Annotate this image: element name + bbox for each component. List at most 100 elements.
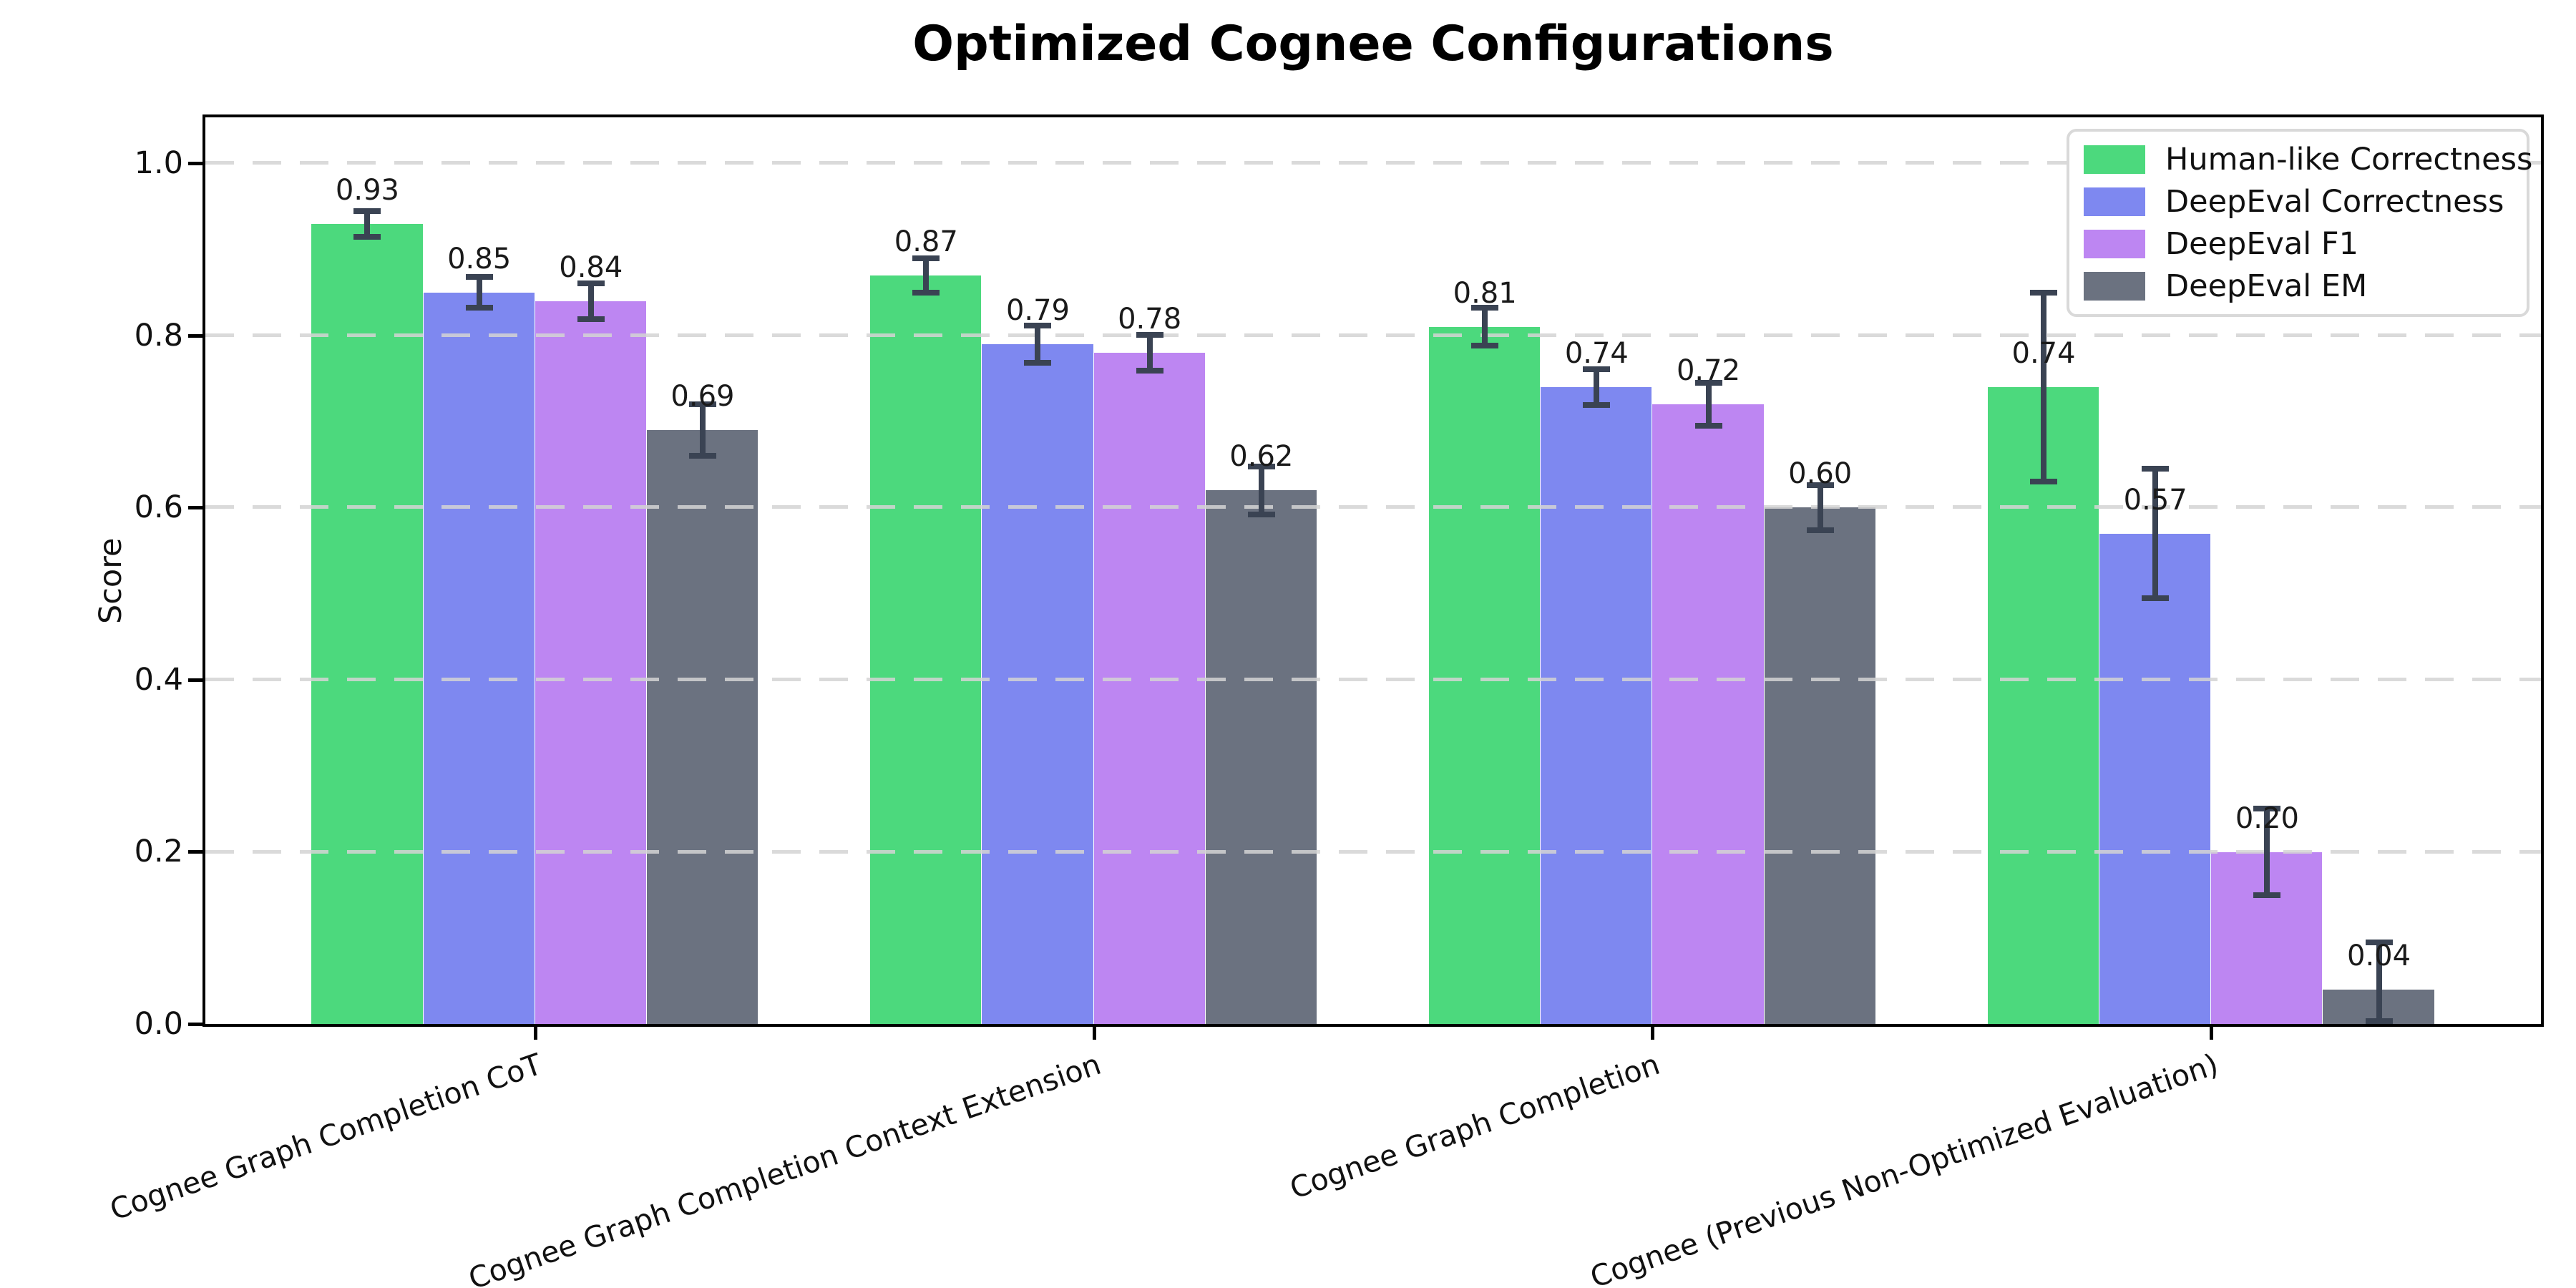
error-bar	[476, 277, 482, 308]
legend-item: Human-like Correctness	[2084, 142, 2532, 177]
error-bar-cap	[1806, 527, 1834, 533]
y-tick-mark	[188, 678, 203, 682]
error-bar-cap	[577, 280, 605, 286]
error-bar-cap	[2142, 466, 2170, 472]
bar-human-like-correctness	[1987, 387, 2099, 1024]
error-bar-cap	[1694, 423, 1722, 429]
x-tick-label: Cognee Graph Completion Context Extensio…	[464, 1047, 1106, 1288]
y-tick-label: 0.2	[134, 834, 183, 870]
y-tick-label: 0.8	[134, 317, 183, 353]
y-tick-mark	[188, 850, 203, 854]
error-bar-cap	[1247, 463, 1275, 469]
gridline	[205, 677, 2541, 681]
error-bar-cap	[912, 289, 940, 296]
bar-deepeval-correctness	[423, 292, 535, 1024]
legend-label: DeepEval Correctness	[2165, 184, 2504, 220]
error-bar-cap	[1806, 482, 1834, 489]
error-bar-cap	[688, 401, 716, 408]
x-tick-mark	[533, 1027, 537, 1040]
error-bar-cap	[1471, 343, 1499, 349]
error-bar-cap	[353, 233, 381, 240]
error-bar	[2041, 292, 2047, 482]
error-bar	[1594, 369, 1600, 406]
y-tick-label: 1.0	[134, 145, 183, 182]
error-bar	[923, 258, 930, 293]
error-bar	[364, 210, 371, 237]
bar-value-label: 0.84	[559, 250, 623, 284]
error-bar-cap	[1024, 322, 1052, 328]
error-bar-cap	[1024, 360, 1052, 366]
y-tick-label: 0.0	[134, 1006, 183, 1042]
x-tick-label: Cognee Graph Completion CoT	[105, 1047, 547, 1227]
bar-value-label: 0.62	[1229, 440, 1294, 474]
y-tick-label: 0.6	[134, 489, 183, 526]
x-tick-mark	[1651, 1027, 1655, 1040]
legend: Human-like Correctness DeepEval Correctne…	[2067, 129, 2532, 317]
error-bar	[2152, 469, 2159, 598]
gridline	[205, 333, 2541, 337]
x-tick-mark	[2210, 1027, 2214, 1040]
error-bar-cap	[2253, 806, 2281, 812]
bar-deepeval-em	[1205, 490, 1317, 1024]
error-bar	[1146, 334, 1153, 371]
error-bar-cap	[688, 453, 716, 459]
y-tick-label: 0.4	[134, 661, 183, 698]
bar-value-label: 0.69	[670, 380, 735, 414]
legend-item: DeepEval F1	[2084, 226, 2512, 262]
x-tick-mark	[1092, 1027, 1096, 1040]
bar-deepeval-correctness	[1541, 387, 1652, 1024]
bar-value-label: 0.04	[2347, 939, 2411, 972]
error-bar	[2376, 942, 2382, 1024]
legend-swatch	[2084, 145, 2145, 175]
y-tick-mark	[188, 333, 203, 338]
error-bar-cap	[1583, 366, 1611, 372]
bar-deepeval-correctness	[2099, 533, 2211, 1024]
bar-deepeval-f1	[535, 301, 646, 1024]
error-bar-cap	[2030, 289, 2058, 296]
error-bar-cap	[465, 305, 493, 311]
bar-value-label: 0.81	[1453, 276, 1517, 310]
bar-value-label: 0.74	[1564, 337, 1629, 371]
error-bar	[699, 404, 706, 457]
legend-label: Human-like Correctness	[2165, 142, 2533, 178]
x-tick-label: Cognee Graph Completion	[1285, 1047, 1664, 1206]
error-bar-cap	[353, 208, 381, 214]
error-bar-cap	[577, 316, 605, 323]
error-bar-cap	[1694, 380, 1722, 386]
bar-value-label: 0.78	[1118, 303, 1182, 336]
error-bar-cap	[2365, 1018, 2393, 1024]
bar-value-label: 0.93	[335, 173, 399, 207]
bar-deepeval-correctness	[982, 344, 1093, 1024]
bar-value-label: 0.79	[1005, 294, 1070, 327]
bar-human-like-correctness	[870, 275, 982, 1024]
error-bar-cap	[1136, 368, 1163, 374]
legend-label: DeepEval EM	[2165, 268, 2368, 304]
x-tick-label: Cognee (Previous Non-Optimized Evaluatio…	[1586, 1047, 2223, 1288]
error-bar	[587, 283, 594, 320]
bar-deepeval-f1	[1093, 353, 1205, 1024]
bar-value-label: 0.20	[2235, 801, 2299, 835]
legend-swatch	[2084, 187, 2145, 217]
gridline	[205, 161, 2541, 165]
error-bar-cap	[2253, 892, 2281, 898]
bar-value-label: 0.57	[2123, 483, 2187, 517]
y-tick-mark	[188, 162, 203, 166]
legend-item: DeepEval Correctness	[2084, 184, 2512, 220]
bar-value-label: 0.74	[2011, 337, 2076, 371]
y-axis-title: Score	[93, 537, 129, 624]
bar-value-label: 0.60	[1788, 457, 1853, 491]
error-bar	[1482, 308, 1488, 346]
error-bar-cap	[1471, 305, 1499, 311]
chart-title: Optimized Cognee Configurations	[912, 16, 1834, 72]
error-bar-cap	[1583, 402, 1611, 409]
error-bar-cap	[2030, 479, 2058, 485]
legend-label: DeepEval F1	[2165, 225, 2358, 262]
gridline	[205, 849, 2541, 854]
legend-swatch	[2084, 271, 2145, 301]
error-bar	[1035, 325, 1041, 364]
error-bar	[1258, 466, 1264, 515]
bar-value-label: 0.87	[894, 225, 958, 258]
error-bar	[2264, 809, 2270, 895]
legend-item: DeepEval EM	[2084, 268, 2512, 304]
bar-value-label: 0.72	[1676, 354, 1741, 388]
